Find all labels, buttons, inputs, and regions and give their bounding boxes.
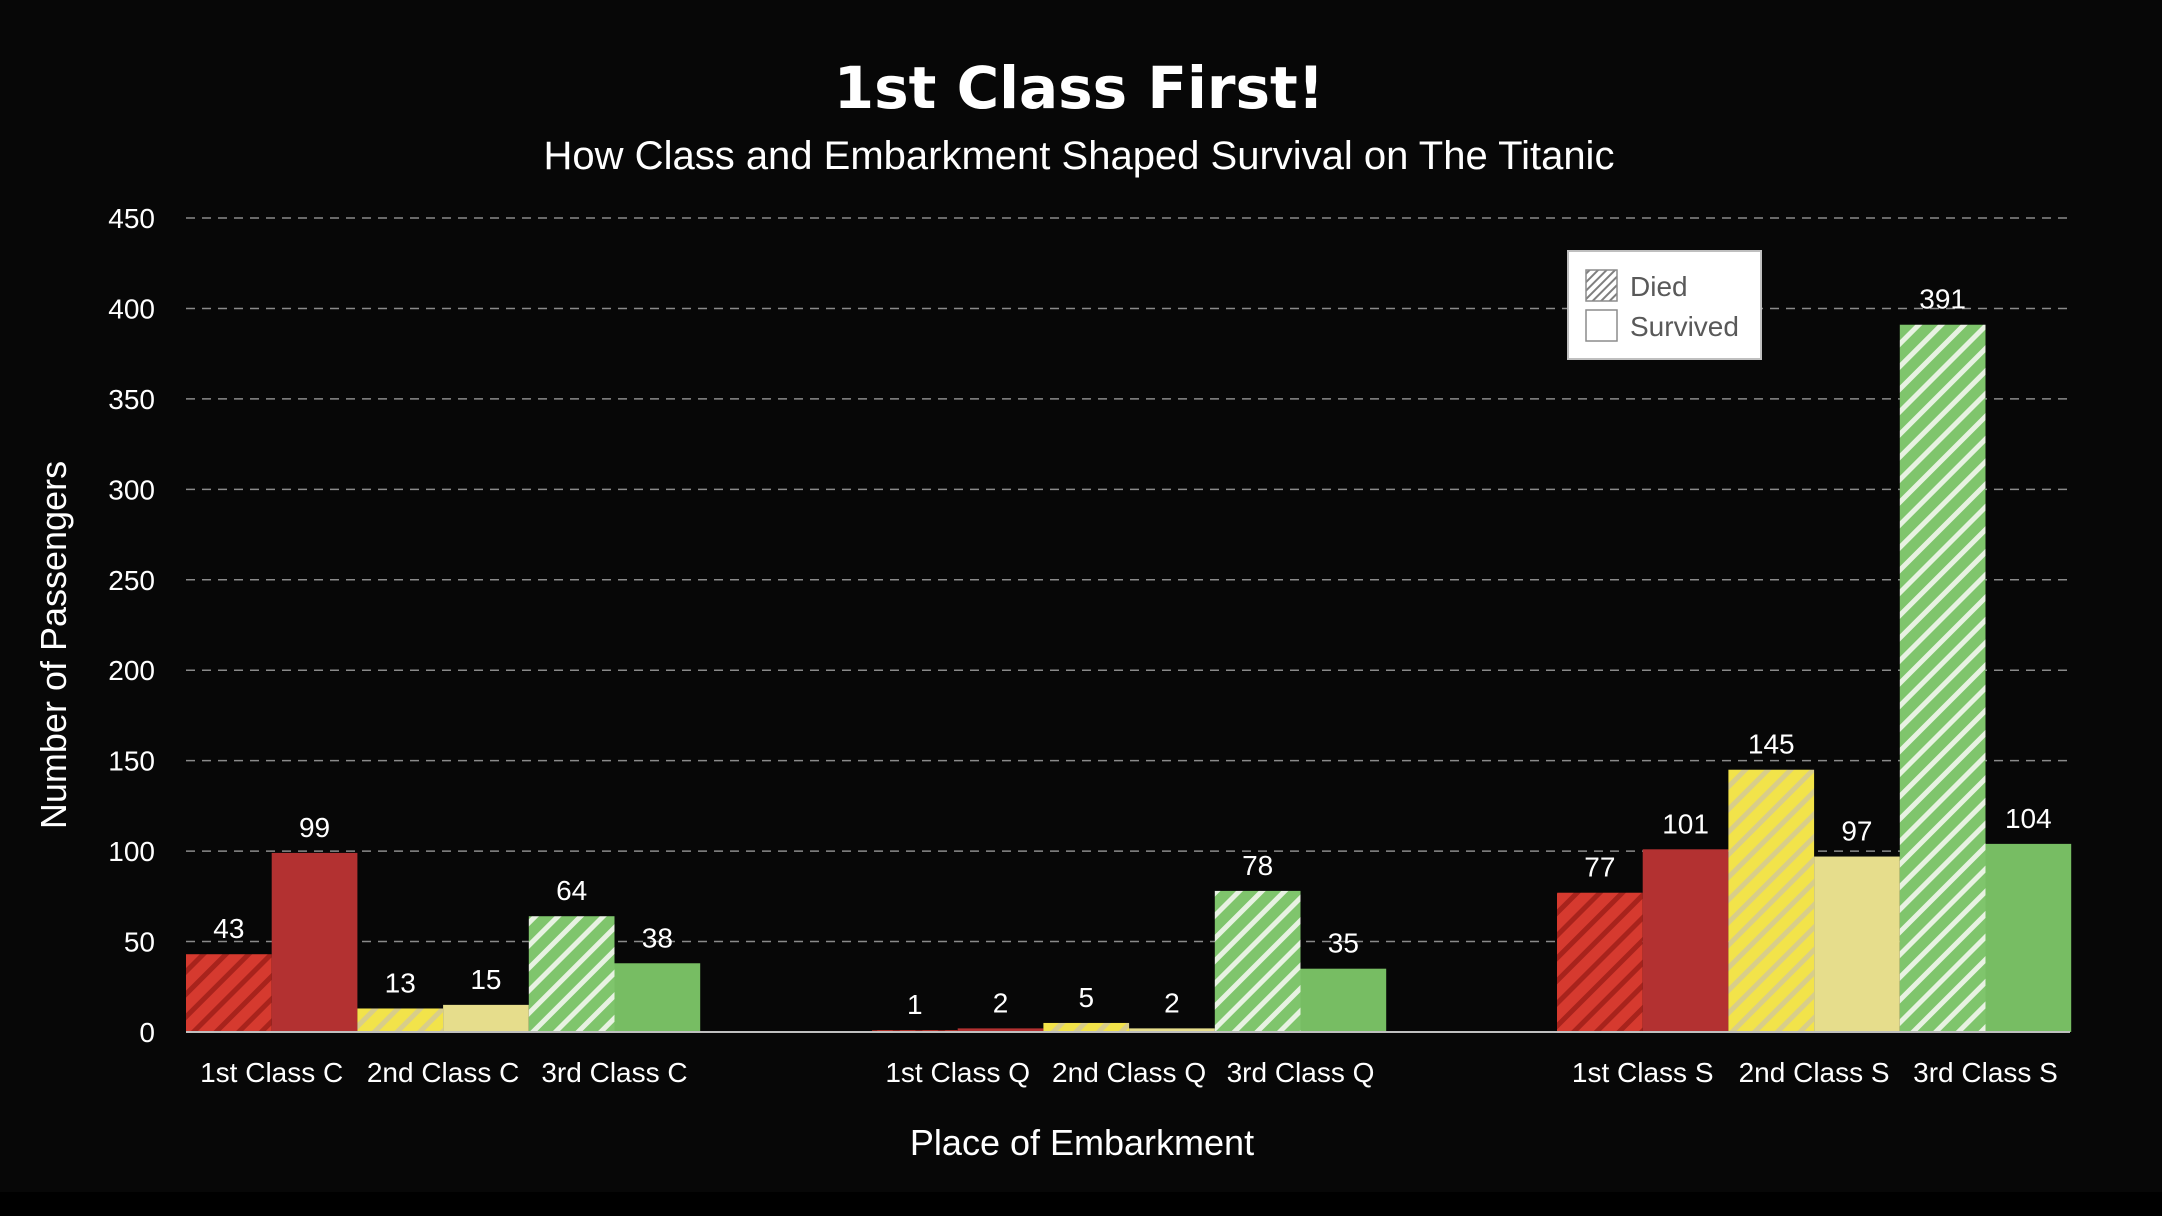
bar-survived [271,852,358,1032]
y-tick-label: 0 [139,1017,155,1048]
bars [186,324,2072,1032]
x-category-label: 3rd Class Q [1227,1057,1375,1088]
data-label-survived: 2 [993,987,1009,1018]
data-label-died: 78 [1242,850,1273,881]
data-label-died: 13 [385,967,416,998]
data-label-died: 391 [1919,284,1966,315]
y-tick-label: 200 [108,655,155,686]
data-label-survived: 35 [1328,928,1359,959]
x-category-label: 1st Class S [1572,1057,1714,1088]
bar-died [1557,892,1643,1032]
y-tick-label: 400 [108,293,155,324]
x-category-label: 1st Class C [200,1057,343,1088]
data-label-survived: 104 [2005,803,2052,834]
bar-survived [957,1028,1044,1032]
legend: Died Survived [1567,250,1762,360]
bar-survived [1129,1028,1215,1032]
data-label-died: 64 [556,875,587,906]
x-category-label: 3rd Class C [541,1057,687,1088]
y-tick-label: 100 [108,836,155,867]
chart-title: 1st Class First! [834,54,1324,122]
bar-died [357,1008,444,1032]
x-category-label: 1st Class Q [885,1057,1030,1088]
x-category-label: 2nd Class C [367,1057,520,1088]
data-label-died: 77 [1584,852,1615,883]
data-label-survived: 101 [1662,808,1709,839]
bar-died [1899,324,1986,1032]
data-label-died: 5 [1078,982,1094,1013]
data-label-survived: 38 [642,922,673,953]
x-axis-label: Place of Embarkment [910,1122,1254,1163]
y-tick-label: 350 [108,384,155,415]
y-axis-label: Number of Passengers [33,461,74,829]
data-label-died: 145 [1748,729,1795,760]
bar-survived [1300,968,1387,1032]
data-label-survived: 99 [299,812,330,843]
legend-box [1567,250,1762,360]
x-category-label: 2nd Class Q [1052,1057,1206,1088]
data-label-died: 43 [213,913,244,944]
bar-died [1728,769,1815,1032]
bar-died [528,916,615,1032]
data-label-survived: 15 [470,964,501,995]
chart-subtitle: How Class and Embarkment Shaped Survival… [544,134,1615,178]
y-tick-label: 150 [108,746,155,777]
y-tick-label: 250 [108,565,155,596]
legend-died-swatch [1585,269,1618,302]
legend-survived-label: Survived [1630,311,1739,342]
legend-died-label: Died [1630,271,1688,302]
y-tick-label: 50 [124,927,155,958]
bar-survived [1814,856,1900,1032]
y-axis-ticks: 0 50 100 150 200 250 300 350 400 450 [108,203,155,1048]
bar-died [1214,890,1301,1032]
bar-survived [443,1004,529,1032]
bar-survived [614,963,701,1032]
data-label-survived: 2 [1164,987,1180,1018]
y-tick-label: 300 [108,474,155,505]
bar-died [186,954,272,1032]
x-category-label: 2nd Class S [1739,1057,1890,1088]
legend-survived-swatch [1585,309,1618,342]
bar-survived [1985,843,2072,1032]
x-category-label: 3rd Class S [1913,1057,2058,1088]
data-label-died: 1 [907,989,923,1020]
bar-survived [1642,849,1729,1032]
x-axis-categories: 1st Class C 2nd Class C 3rd Class C 1st Cla… [200,1057,2058,1088]
y-tick-label: 450 [108,203,155,234]
data-label-survived: 97 [1841,816,1872,847]
bar-died [1043,1022,1130,1032]
